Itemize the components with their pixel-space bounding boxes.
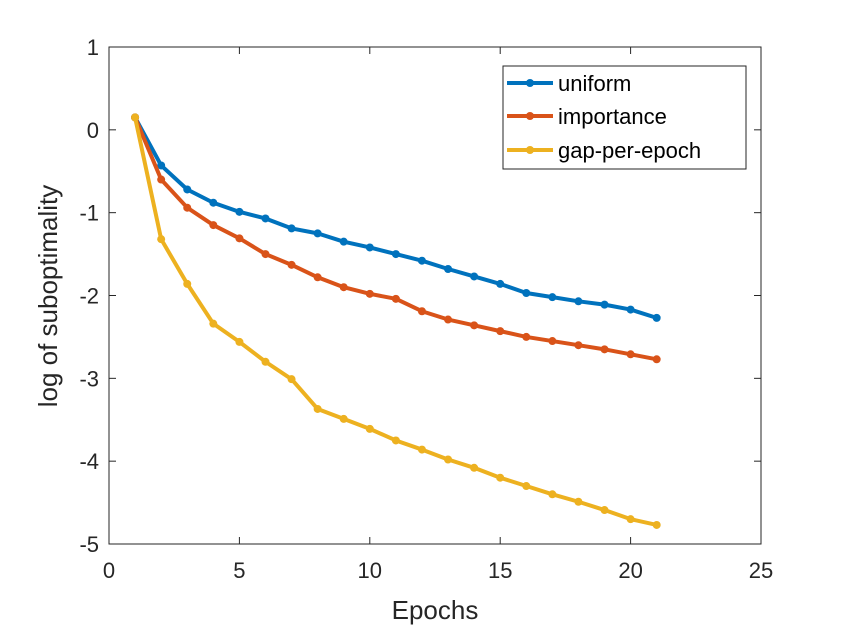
- x-tick-label: 5: [233, 558, 245, 583]
- data-point-uniform: [261, 214, 270, 223]
- data-point-importance: [391, 294, 400, 303]
- data-point-importance: [313, 273, 322, 282]
- data-point-importance: [339, 283, 348, 292]
- data-point-gap-per-epoch: [417, 445, 426, 454]
- data-point-importance: [261, 250, 270, 259]
- y-tick-label: -3: [79, 366, 99, 391]
- data-point-importance: [287, 260, 296, 269]
- data-point-importance: [417, 307, 426, 316]
- data-point-uniform: [183, 185, 192, 194]
- data-point-gap-per-epoch: [652, 520, 661, 529]
- plot-area-frame: [108, 46, 762, 545]
- data-point-uniform: [652, 313, 661, 322]
- data-point-gap-per-epoch: [183, 279, 192, 288]
- data-point-importance: [652, 355, 661, 364]
- data-point-uniform: [522, 289, 531, 298]
- data-point-uniform: [574, 297, 583, 306]
- data-point-gap-per-epoch: [339, 414, 348, 423]
- series-layer: [131, 113, 661, 529]
- data-point-gap-per-epoch: [496, 473, 505, 482]
- legend-label-gap-per-epoch: gap-per-epoch: [558, 138, 701, 163]
- data-point-uniform: [496, 279, 505, 288]
- data-point-uniform: [365, 243, 374, 252]
- data-point-importance: [574, 341, 583, 350]
- data-point-importance: [183, 203, 192, 212]
- x-tick-label: 15: [488, 558, 512, 583]
- legend-marker-gap-per-epoch: [526, 146, 534, 154]
- data-point-importance: [444, 315, 453, 324]
- x-tick-label: 10: [358, 558, 382, 583]
- data-point-importance: [470, 321, 479, 330]
- data-point-importance: [496, 327, 505, 336]
- y-tick-label: -4: [79, 449, 99, 474]
- data-point-uniform: [209, 198, 218, 207]
- data-point-uniform: [391, 250, 400, 259]
- data-point-importance: [522, 332, 531, 341]
- data-point-gap-per-epoch: [522, 482, 531, 491]
- data-point-gap-per-epoch: [444, 455, 453, 464]
- data-point-gap-per-epoch: [209, 319, 218, 328]
- data-point-importance: [209, 221, 218, 230]
- legend-label-uniform: uniform: [558, 71, 631, 96]
- y-tick-label: 0: [87, 118, 99, 143]
- y-tick-label: -5: [79, 532, 99, 557]
- data-point-importance: [600, 345, 609, 354]
- legend-entry-gap-per-epoch: gap-per-epoch: [507, 138, 701, 163]
- x-tick-label: 20: [618, 558, 642, 583]
- series-gap-per-epoch: [131, 113, 661, 529]
- legend-entry-uniform: uniform: [507, 71, 631, 96]
- data-point-gap-per-epoch: [261, 357, 270, 366]
- legend: uniform importance gap-per-epoch: [502, 65, 747, 170]
- legend-label-importance: importance: [558, 104, 667, 129]
- data-point-uniform: [235, 207, 244, 216]
- data-point-gap-per-epoch: [626, 515, 635, 524]
- legend-marker-uniform: [526, 79, 534, 87]
- x-tick-label: 0: [103, 558, 115, 583]
- data-point-uniform: [339, 237, 348, 246]
- data-point-importance: [235, 234, 244, 243]
- x-tick-label: 25: [749, 558, 773, 583]
- data-point-gap-per-epoch: [157, 235, 166, 244]
- data-point-uniform: [626, 305, 635, 314]
- data-point-uniform: [548, 293, 557, 302]
- data-point-gap-per-epoch: [470, 463, 479, 472]
- x-axis-label: Epochs: [392, 595, 479, 625]
- data-point-importance: [157, 175, 166, 184]
- series-importance: [131, 113, 661, 364]
- legend-entry-importance: importance: [507, 104, 667, 129]
- y-axis-label: log of suboptimality: [33, 185, 63, 408]
- data-point-gap-per-epoch: [313, 404, 322, 413]
- series-uniform: [131, 113, 661, 322]
- data-point-gap-per-epoch: [574, 497, 583, 506]
- data-point-gap-per-epoch: [600, 506, 609, 515]
- data-point-importance: [365, 289, 374, 298]
- data-point-gap-per-epoch: [365, 424, 374, 433]
- data-point-importance: [548, 337, 557, 346]
- data-point-uniform: [287, 224, 296, 233]
- y-tick-label: -2: [79, 284, 99, 309]
- data-point-gap-per-epoch: [235, 337, 244, 346]
- data-point-gap-per-epoch: [391, 436, 400, 445]
- data-point-importance: [626, 350, 635, 359]
- y-tick-label: 1: [87, 35, 99, 60]
- data-point-uniform: [417, 256, 426, 265]
- data-point-gap-per-epoch: [131, 113, 140, 122]
- data-point-uniform: [470, 272, 479, 281]
- data-point-uniform: [600, 300, 609, 309]
- data-point-uniform: [444, 264, 453, 273]
- data-point-gap-per-epoch: [548, 490, 557, 499]
- legend-marker-importance: [526, 112, 534, 120]
- data-point-uniform: [157, 161, 166, 170]
- data-point-gap-per-epoch: [287, 375, 296, 384]
- data-point-uniform: [313, 229, 322, 238]
- y-tick-label: -1: [79, 201, 99, 226]
